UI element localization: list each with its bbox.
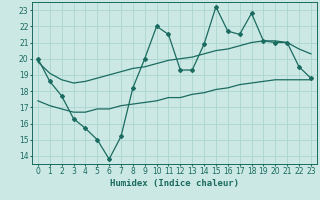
X-axis label: Humidex (Indice chaleur): Humidex (Indice chaleur) [110,179,239,188]
